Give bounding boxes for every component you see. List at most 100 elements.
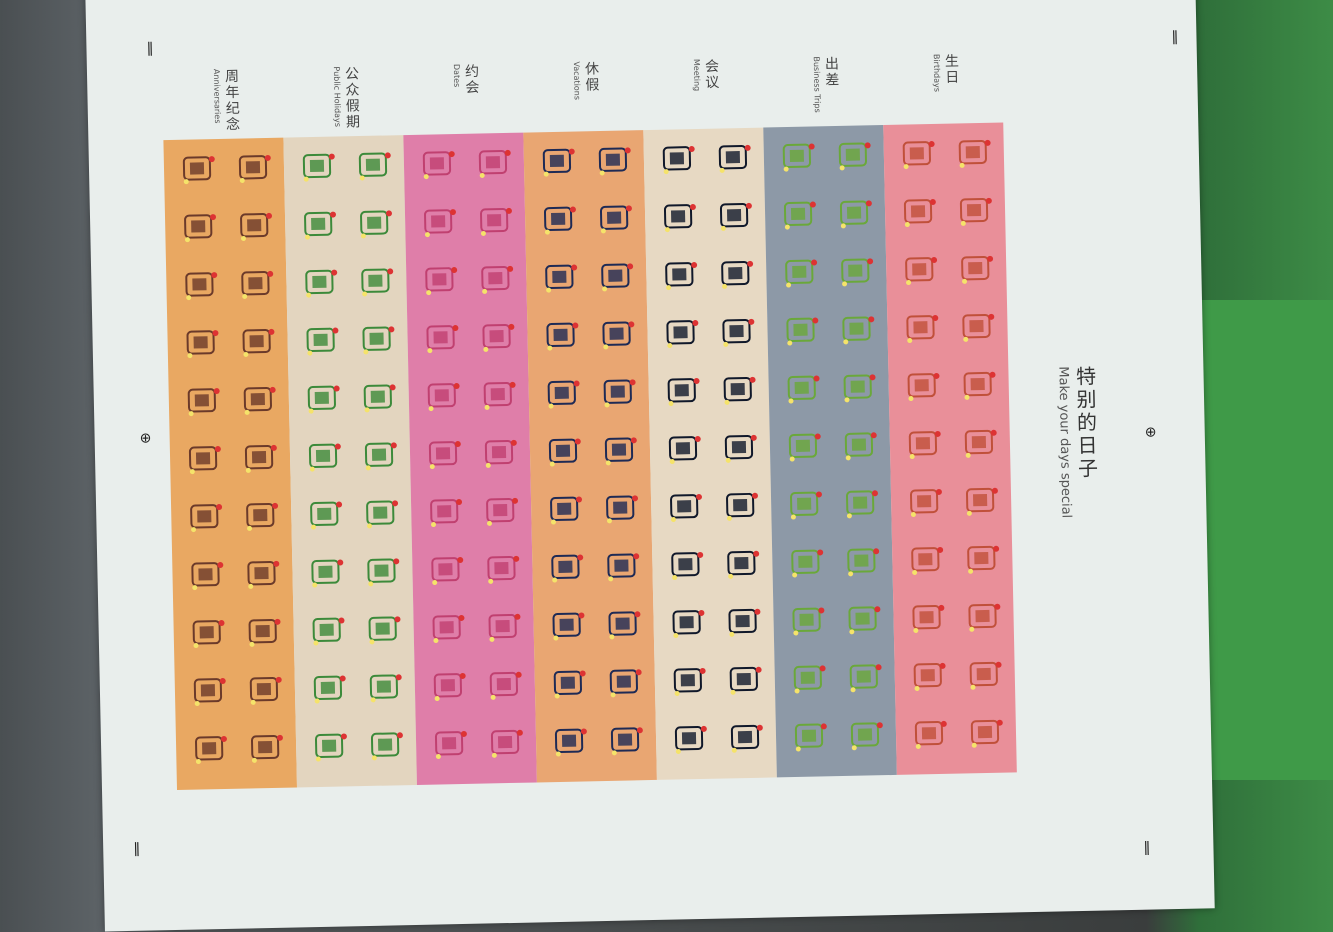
cake-sticker-icon[interactable]: [955, 193, 996, 228]
bear-sticker-icon[interactable]: [179, 209, 220, 244]
cake-sticker-icon[interactable]: [906, 542, 947, 577]
pig-sticker-icon[interactable]: [476, 261, 517, 296]
pig-sticker-icon[interactable]: [482, 551, 523, 586]
bear-sticker-icon[interactable]: [243, 614, 284, 649]
cake-sticker-icon[interactable]: [962, 541, 1003, 576]
turtle-sticker-icon[interactable]: [305, 496, 346, 531]
laptop-sticker-icon[interactable]: [661, 315, 702, 350]
turtle-sticker-icon[interactable]: [354, 147, 395, 182]
suitcase-sticker-icon[interactable]: [550, 723, 591, 758]
turtle-sticker-icon[interactable]: [310, 728, 351, 763]
suitcase-sticker-icon[interactable]: [539, 201, 580, 236]
bear-sticker-icon[interactable]: [185, 499, 226, 534]
suitcase-sticker-icon[interactable]: [544, 433, 585, 468]
bird-sticker-icon[interactable]: [841, 485, 882, 520]
laptop-sticker-icon[interactable]: [666, 547, 707, 582]
pig-sticker-icon[interactable]: [418, 146, 459, 181]
pig-sticker-icon[interactable]: [420, 262, 461, 297]
bird-sticker-icon[interactable]: [840, 427, 881, 462]
suitcase-sticker-icon[interactable]: [603, 606, 644, 641]
cake-sticker-icon[interactable]: [910, 716, 951, 751]
bear-sticker-icon[interactable]: [187, 615, 228, 650]
bear-sticker-icon[interactable]: [181, 325, 222, 360]
laptop-sticker-icon[interactable]: [667, 605, 708, 640]
bear-sticker-icon[interactable]: [242, 556, 283, 591]
suitcase-sticker-icon[interactable]: [602, 548, 643, 583]
bird-sticker-icon[interactable]: [844, 659, 885, 694]
pig-sticker-icon[interactable]: [421, 320, 462, 355]
laptop-sticker-icon[interactable]: [716, 256, 757, 291]
suitcase-sticker-icon[interactable]: [595, 200, 636, 235]
laptop-sticker-icon[interactable]: [670, 721, 711, 756]
suitcase-sticker-icon[interactable]: [542, 375, 583, 410]
bear-sticker-icon[interactable]: [183, 383, 224, 418]
bird-sticker-icon[interactable]: [781, 312, 822, 347]
turtle-sticker-icon[interactable]: [302, 380, 343, 415]
pig-sticker-icon[interactable]: [481, 493, 522, 528]
turtle-sticker-icon[interactable]: [300, 264, 341, 299]
bear-sticker-icon[interactable]: [178, 151, 219, 186]
bear-sticker-icon[interactable]: [190, 731, 231, 766]
bear-sticker-icon[interactable]: [234, 150, 275, 185]
turtle-sticker-icon[interactable]: [309, 670, 350, 705]
laptop-sticker-icon[interactable]: [724, 662, 765, 697]
laptop-sticker-icon[interactable]: [715, 198, 756, 233]
pig-sticker-icon[interactable]: [429, 668, 470, 703]
turtle-sticker-icon[interactable]: [306, 554, 347, 589]
cake-sticker-icon[interactable]: [899, 194, 940, 229]
suitcase-sticker-icon[interactable]: [549, 665, 590, 700]
pig-sticker-icon[interactable]: [474, 145, 515, 180]
bird-sticker-icon[interactable]: [778, 138, 819, 173]
cake-sticker-icon[interactable]: [907, 600, 948, 635]
cake-sticker-icon[interactable]: [897, 136, 938, 171]
suitcase-sticker-icon[interactable]: [598, 374, 639, 409]
cake-sticker-icon[interactable]: [956, 251, 997, 286]
pig-sticker-icon[interactable]: [426, 552, 467, 587]
laptop-sticker-icon[interactable]: [662, 373, 703, 408]
pig-sticker-icon[interactable]: [486, 725, 527, 760]
bird-sticker-icon[interactable]: [787, 602, 828, 637]
suitcase-sticker-icon[interactable]: [545, 491, 586, 526]
suitcase-sticker-icon[interactable]: [547, 607, 588, 642]
laptop-sticker-icon[interactable]: [717, 314, 758, 349]
suitcase-sticker-icon[interactable]: [546, 549, 587, 584]
suitcase-sticker-icon[interactable]: [538, 143, 579, 178]
bear-sticker-icon[interactable]: [237, 324, 278, 359]
laptop-sticker-icon[interactable]: [718, 372, 759, 407]
pig-sticker-icon[interactable]: [477, 319, 518, 354]
bird-sticker-icon[interactable]: [842, 543, 883, 578]
bear-sticker-icon[interactable]: [241, 498, 282, 533]
laptop-sticker-icon[interactable]: [665, 489, 706, 524]
turtle-sticker-icon[interactable]: [304, 438, 345, 473]
turtle-sticker-icon[interactable]: [357, 321, 398, 356]
laptop-sticker-icon[interactable]: [659, 199, 700, 234]
bird-sticker-icon[interactable]: [836, 253, 877, 288]
cake-sticker-icon[interactable]: [905, 484, 946, 519]
bird-sticker-icon[interactable]: [786, 544, 827, 579]
cake-sticker-icon[interactable]: [904, 426, 945, 461]
pig-sticker-icon[interactable]: [422, 378, 463, 413]
bird-sticker-icon[interactable]: [780, 254, 821, 289]
bird-sticker-icon[interactable]: [790, 718, 831, 753]
suitcase-sticker-icon[interactable]: [601, 490, 642, 525]
turtle-sticker-icon[interactable]: [355, 205, 396, 240]
turtle-sticker-icon[interactable]: [361, 495, 402, 530]
cake-sticker-icon[interactable]: [901, 310, 942, 345]
cake-sticker-icon[interactable]: [900, 252, 941, 287]
turtle-sticker-icon[interactable]: [362, 553, 403, 588]
bird-sticker-icon[interactable]: [834, 137, 875, 172]
suitcase-sticker-icon[interactable]: [540, 259, 581, 294]
bird-sticker-icon[interactable]: [835, 195, 876, 230]
turtle-sticker-icon[interactable]: [356, 263, 397, 298]
bird-sticker-icon[interactable]: [788, 660, 829, 695]
bear-sticker-icon[interactable]: [186, 557, 227, 592]
laptop-sticker-icon[interactable]: [664, 431, 705, 466]
pig-sticker-icon[interactable]: [425, 494, 466, 529]
cake-sticker-icon[interactable]: [964, 657, 1005, 692]
cake-sticker-icon[interactable]: [953, 135, 994, 170]
bird-sticker-icon[interactable]: [846, 717, 887, 752]
cake-sticker-icon[interactable]: [957, 309, 998, 344]
turtle-sticker-icon[interactable]: [363, 611, 404, 646]
bird-sticker-icon[interactable]: [785, 486, 826, 521]
cake-sticker-icon[interactable]: [902, 368, 943, 403]
